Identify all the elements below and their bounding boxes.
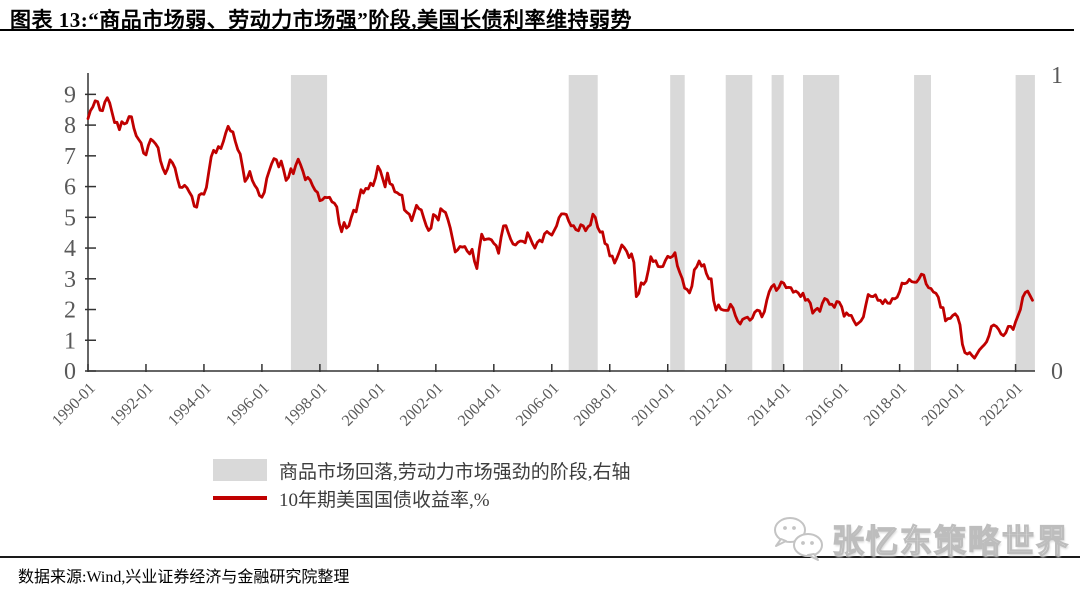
left-axis-tick-label: 0 — [64, 359, 76, 385]
x-axis-tick-label: 2014-01 — [745, 380, 795, 430]
watermark: 张忆东策略世界 — [770, 516, 1070, 562]
left-axis-tick-label: 6 — [64, 175, 76, 201]
page-title: 图表 13:“商品市场弱、劳动力市场强”阶段,美国长债利率维持弱势 — [10, 8, 632, 32]
left-axis-tick-label: 5 — [64, 205, 76, 231]
left-axis-tick-label: 1 — [64, 328, 76, 354]
x-axis-tick-label: 2012-01 — [687, 380, 737, 430]
x-axis-tick-label: 1992-01 — [107, 380, 157, 430]
chart-legend: 商品市场回落,劳动力市场强劲的阶段,右轴 10年期美国国债收益率,% — [213, 458, 631, 514]
legend-line-swatch — [213, 496, 267, 500]
x-axis-tick-label: 2004-01 — [455, 380, 505, 430]
left-axis-tick-label: 9 — [64, 82, 76, 108]
data-source: 数据来源:Wind,兴业证券经济与金融研究院整理 — [18, 569, 350, 586]
x-axis-tick-label: 1990-01 — [49, 380, 99, 430]
x-axis-tick-label: 1998-01 — [281, 380, 331, 430]
x-axis-tick-label: 2016-01 — [803, 380, 853, 430]
wechat-icon — [773, 517, 823, 561]
right-axis-tick-label: 1 — [1051, 63, 1063, 89]
yield-line — [86, 96, 1034, 360]
x-axis-tick-label: 2002-01 — [397, 380, 447, 430]
x-axis-tick-label: 2006-01 — [513, 380, 563, 430]
left-axis-tick-label: 8 — [64, 113, 76, 139]
x-axis-tick-label: 2022-01 — [977, 380, 1027, 430]
phase-band — [803, 75, 840, 371]
legend-item-band: 商品市场回落,劳动力市场强劲的阶段,右轴 — [213, 458, 631, 483]
phase-band — [568, 75, 598, 371]
right-axis-tick-label: 0 — [1051, 359, 1063, 385]
left-axis-tick-label: 4 — [64, 236, 76, 262]
phase-band — [290, 75, 328, 371]
x-axis-tick-label: 2000-01 — [339, 380, 389, 430]
title-divider — [0, 29, 1074, 31]
phase-band — [725, 75, 753, 371]
left-axis-tick-label: 7 — [64, 144, 76, 170]
phase-band — [771, 75, 784, 371]
watermark-label: 张忆东策略世界 — [831, 522, 1070, 559]
legend-line-swatch-wrap — [213, 487, 267, 509]
footer-divider — [0, 556, 1080, 558]
x-axis-tick-label: 1996-01 — [223, 380, 273, 430]
legend-band-swatch — [213, 459, 267, 481]
phase-band — [914, 75, 931, 371]
legend-band-label: 商品市场回落,劳动力市场强劲的阶段,右轴 — [279, 461, 631, 483]
x-axis-tick-label: 2008-01 — [571, 380, 621, 430]
x-axis-tick-label: 2018-01 — [861, 380, 911, 430]
left-axis-tick-label: 2 — [64, 298, 76, 324]
left-axis-tick-label: 3 — [64, 267, 76, 293]
legend-item-line: 10年期美国国债收益率,% — [213, 486, 631, 511]
x-axis-tick-label: 2010-01 — [629, 380, 679, 430]
x-axis-tick-label: 1994-01 — [165, 380, 215, 430]
legend-line-label: 10年期美国国债收益率,% — [279, 489, 490, 511]
phase-band — [670, 75, 685, 371]
x-axis-tick-label: 2020-01 — [919, 380, 969, 430]
phase-band — [1015, 75, 1035, 371]
